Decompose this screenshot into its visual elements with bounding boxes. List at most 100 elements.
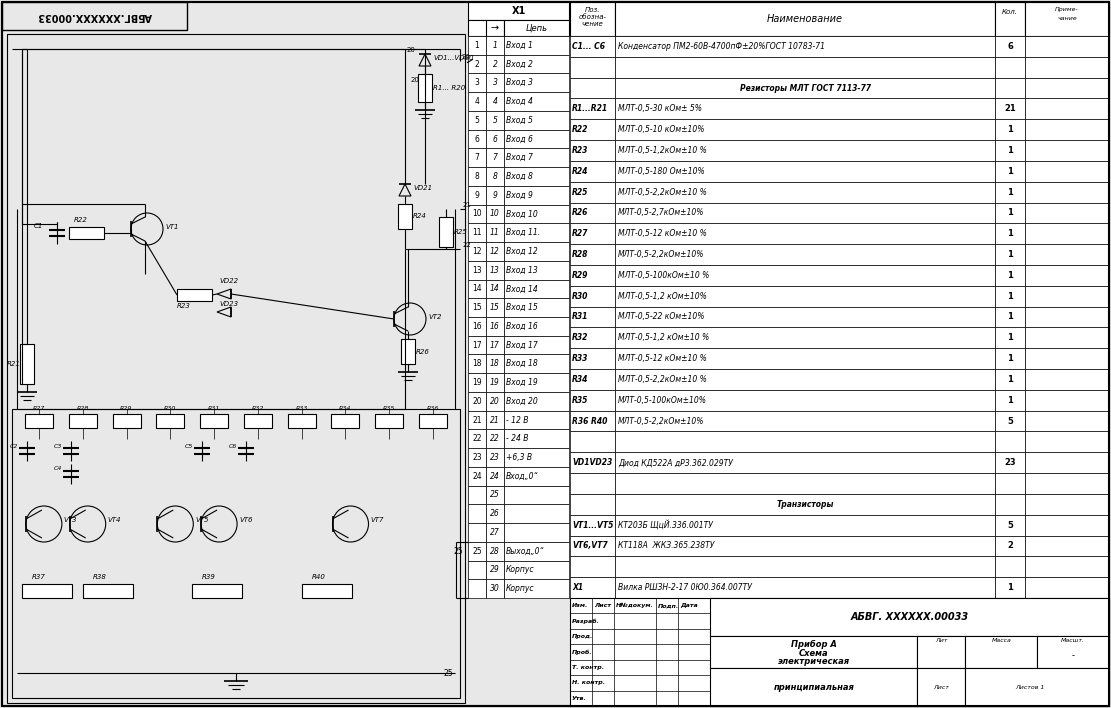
Text: Приме-: Приме- bbox=[1055, 8, 1079, 13]
Bar bbox=[2, 2, 187, 30]
Bar bbox=[570, 223, 615, 244]
Text: R35: R35 bbox=[572, 396, 589, 405]
Bar bbox=[1025, 494, 1109, 515]
Text: 24: 24 bbox=[472, 472, 482, 481]
Text: чание: чание bbox=[1058, 16, 1077, 21]
Text: 1: 1 bbox=[1007, 292, 1013, 301]
Text: МЛТ-0,5-2,2кОм±10%: МЛТ-0,5-2,2кОм±10% bbox=[618, 250, 704, 259]
Text: МЛТ-0,5-12 кОм±10 %: МЛТ-0,5-12 кОм±10 % bbox=[618, 229, 707, 238]
Bar bbox=[570, 535, 615, 556]
Text: Корпус: Корпус bbox=[506, 566, 534, 574]
Bar bbox=[570, 348, 615, 369]
Bar bbox=[468, 373, 486, 392]
Bar bbox=[7, 34, 466, 703]
Text: Вход 15: Вход 15 bbox=[506, 303, 538, 312]
Text: 14: 14 bbox=[490, 285, 500, 293]
Bar bbox=[570, 36, 615, 57]
Bar bbox=[1025, 577, 1109, 598]
Text: 5: 5 bbox=[474, 116, 480, 125]
Text: 18: 18 bbox=[472, 360, 482, 368]
Text: Прод.: Прод. bbox=[572, 634, 593, 639]
Bar bbox=[1025, 202, 1109, 223]
Text: 6: 6 bbox=[474, 135, 480, 144]
Bar bbox=[1025, 431, 1109, 452]
Text: 25: 25 bbox=[472, 547, 482, 556]
Bar bbox=[615, 223, 995, 244]
Text: МЛТ-0,5-1,2 кОм±10 %: МЛТ-0,5-1,2 кОм±10 % bbox=[618, 333, 709, 342]
Text: R23: R23 bbox=[572, 146, 589, 155]
Bar bbox=[486, 542, 504, 561]
Text: МЛТ-0,5-2,2кОм±10 %: МЛТ-0,5-2,2кОм±10 % bbox=[618, 188, 707, 197]
Text: Проб.: Проб. bbox=[572, 649, 593, 655]
Text: принципиальная: принципиальная bbox=[773, 683, 854, 692]
Bar bbox=[486, 392, 504, 411]
Bar bbox=[570, 515, 615, 535]
Bar bbox=[615, 2, 995, 36]
Text: C2: C2 bbox=[10, 443, 19, 448]
Text: 1: 1 bbox=[1007, 146, 1013, 155]
Bar bbox=[995, 452, 1025, 473]
Text: 21: 21 bbox=[472, 416, 482, 425]
Bar bbox=[486, 373, 504, 392]
Bar bbox=[468, 280, 486, 298]
Bar bbox=[570, 202, 615, 223]
Text: МЛТ-0,5-2,2кОм±10%: МЛТ-0,5-2,2кОм±10% bbox=[618, 416, 704, 426]
Text: +6,3 В: +6,3 В bbox=[506, 453, 532, 462]
Text: обозна-: обозна- bbox=[579, 14, 607, 20]
Bar bbox=[615, 577, 995, 598]
Bar bbox=[504, 542, 569, 561]
Bar bbox=[504, 280, 569, 298]
Bar bbox=[615, 161, 995, 182]
Text: 9: 9 bbox=[492, 190, 498, 200]
Bar bbox=[302, 584, 352, 598]
Bar bbox=[200, 414, 228, 428]
Bar bbox=[486, 448, 504, 467]
Text: R36 R40: R36 R40 bbox=[572, 416, 608, 426]
Bar bbox=[504, 429, 569, 448]
Text: 22: 22 bbox=[472, 434, 482, 443]
Bar bbox=[486, 223, 504, 242]
Text: R30: R30 bbox=[572, 292, 589, 301]
Bar bbox=[468, 429, 486, 448]
Text: 30: 30 bbox=[490, 584, 500, 593]
Bar bbox=[468, 74, 486, 92]
Text: 13: 13 bbox=[472, 266, 482, 275]
Bar bbox=[486, 149, 504, 167]
Bar bbox=[468, 392, 486, 411]
Bar bbox=[486, 317, 504, 336]
Bar bbox=[398, 204, 412, 229]
Bar bbox=[1025, 244, 1109, 265]
Bar bbox=[995, 556, 1025, 577]
Bar bbox=[504, 448, 569, 467]
Bar bbox=[504, 111, 569, 130]
Bar bbox=[1025, 390, 1109, 411]
Bar bbox=[615, 119, 995, 140]
Text: МЛТ-0,5-100кОм±10%: МЛТ-0,5-100кОм±10% bbox=[618, 396, 707, 405]
Bar bbox=[486, 261, 504, 280]
Text: Вход 1: Вход 1 bbox=[506, 41, 533, 50]
Bar bbox=[486, 429, 504, 448]
Text: 2: 2 bbox=[1007, 542, 1013, 550]
Text: R38: R38 bbox=[92, 574, 107, 580]
Text: Кол.: Кол. bbox=[1002, 9, 1018, 15]
Bar bbox=[468, 561, 486, 579]
Bar bbox=[1025, 307, 1109, 327]
Bar bbox=[468, 261, 486, 280]
Text: Вход 3: Вход 3 bbox=[506, 79, 533, 87]
Bar bbox=[468, 130, 486, 149]
Text: Т. контр.: Т. контр. bbox=[572, 665, 604, 670]
Text: 7: 7 bbox=[492, 153, 498, 162]
Bar bbox=[468, 579, 486, 598]
Bar bbox=[401, 339, 416, 364]
Text: 20: 20 bbox=[407, 47, 416, 53]
Text: VD1...VD20: VD1...VD20 bbox=[433, 55, 473, 61]
Bar bbox=[570, 57, 615, 78]
Bar bbox=[965, 668, 1109, 706]
Bar bbox=[995, 286, 1025, 307]
Text: 23: 23 bbox=[472, 453, 482, 462]
Text: МЛТ-0,5-2,2кОм±10 %: МЛТ-0,5-2,2кОм±10 % bbox=[618, 375, 707, 384]
Bar bbox=[486, 111, 504, 130]
Bar bbox=[486, 167, 504, 186]
Bar bbox=[570, 161, 615, 182]
Text: 7: 7 bbox=[474, 153, 480, 162]
